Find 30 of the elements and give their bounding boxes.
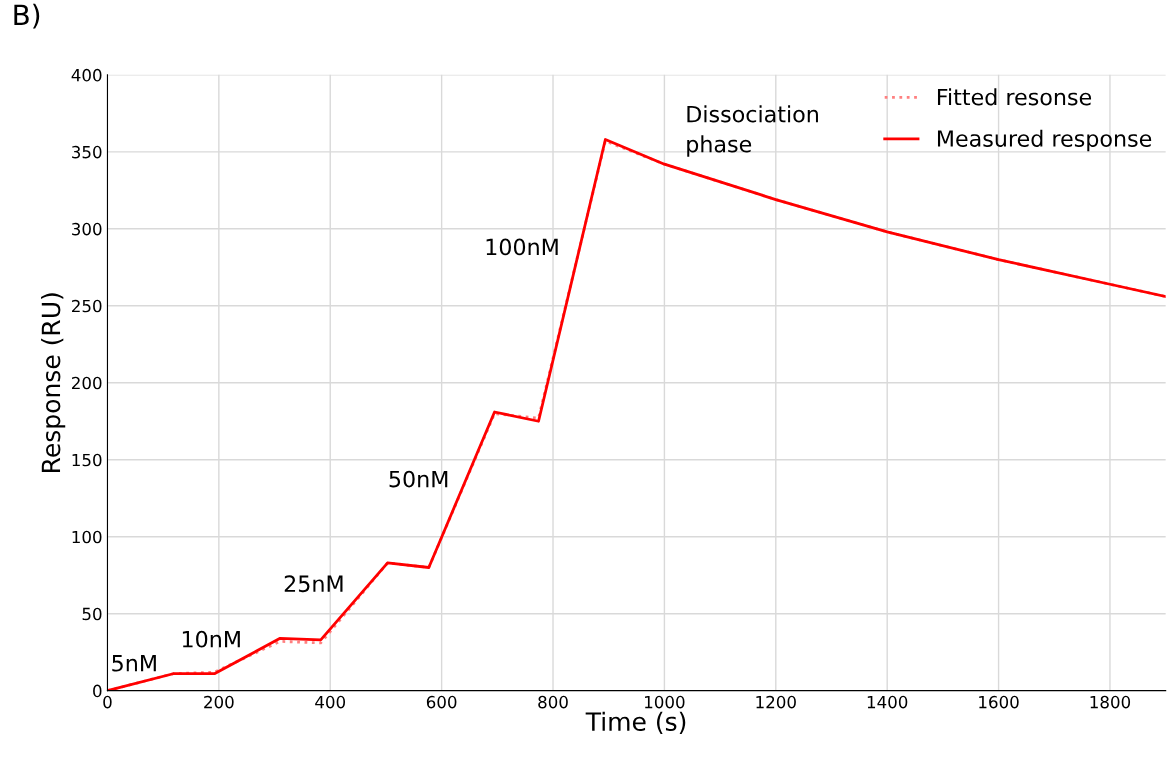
y-tick-label: 300 (72, 222, 102, 236)
x-tick-label: 400 (315, 695, 346, 709)
y-tick-label: 150 (72, 453, 102, 467)
x-tick-label: 600 (426, 695, 457, 709)
x-tick-label: 0 (103, 695, 112, 709)
y-tick-label: 350 (72, 145, 102, 159)
chart-title: B) (14, 3, 40, 29)
x-tick-label: 1000 (645, 695, 685, 709)
annotation: 10nM (182, 630, 240, 648)
annotation: Dissociation phase (687, 105, 818, 157)
legend-label: Measured response (937, 129, 1152, 152)
x-tick-label: 1200 (756, 695, 796, 709)
annotation: 25nM (284, 575, 343, 593)
x-tick-label: 1400 (867, 695, 908, 709)
x-axis-title: Time (s) (585, 711, 686, 734)
y-tick-label: 200 (72, 376, 102, 390)
y-tick-label: 250 (72, 299, 102, 313)
annotation: 100nM (486, 238, 558, 256)
annotation: 50nM (389, 470, 448, 488)
annotation: 5nM (112, 655, 156, 672)
y-tick-label: 0 (93, 684, 102, 698)
x-tick-label: 800 (538, 695, 568, 709)
x-tick-label: 1800 (1090, 695, 1131, 709)
x-tick-label: 1600 (979, 695, 1019, 709)
y-tick-label: 50 (82, 607, 102, 621)
legend-label: Fitted resonse (937, 88, 1092, 106)
y-tick-label: 400 (71, 68, 102, 82)
x-tick-label: 200 (204, 695, 234, 709)
y-tick-label: 100 (72, 530, 102, 544)
y-axis-title: Response (RU) (41, 293, 66, 472)
